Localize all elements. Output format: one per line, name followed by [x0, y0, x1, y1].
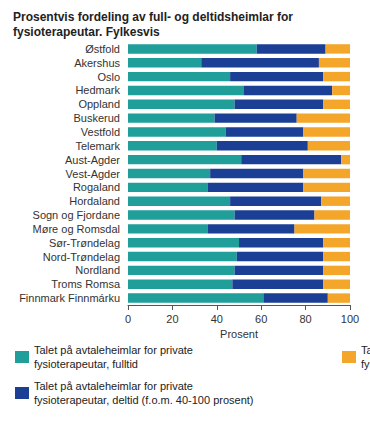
svg-text:Møre og Romsdal: Møre og Romsdal	[33, 223, 120, 235]
svg-text:fysioterapeutar, deltid (f.o.m: fysioterapeutar, deltid (f.o.m. 40-100 p…	[34, 394, 254, 406]
svg-text:Prosent: Prosent	[220, 328, 258, 340]
svg-text:Prosentvis fordeling av full-: Prosentvis fordeling av full- og deltids…	[13, 10, 296, 24]
svg-text:Nord-Trøndelag: Nord-Trøndelag	[43, 251, 120, 263]
svg-text:Oppland: Oppland	[78, 98, 120, 110]
svg-text:Hordaland: Hordaland	[69, 195, 120, 207]
svg-text:20: 20	[166, 313, 178, 325]
svg-text:Vest-Agder: Vest-Agder	[66, 168, 121, 180]
svg-text:Troms Romsa: Troms Romsa	[51, 278, 121, 290]
svg-text:Akershus: Akershus	[74, 57, 120, 69]
svg-text:Talet på avtaleheimlar for pri: Talet på avtaleheimlar for private	[34, 344, 196, 356]
svg-text:Aust-Agder: Aust-Agder	[65, 154, 120, 166]
svg-text:Talet på avtaleheimlar for pri: Talet på avtaleheimlar for private	[361, 344, 370, 356]
svg-text:Talet på avtaleheimlar for pri: Talet på avtaleheimlar for private	[34, 380, 196, 392]
svg-text:Nordland: Nordland	[75, 264, 120, 276]
svg-text:0: 0	[125, 313, 131, 325]
svg-text:Sogn og Fjordane: Sogn og Fjordane	[33, 209, 120, 221]
svg-text:Telemark: Telemark	[75, 140, 120, 152]
svg-text:fysioterapeutar, deltid (f.o.m: fysioterapeutar, deltid (f.o.m. 20-40 pr…	[361, 358, 370, 370]
svg-text:40: 40	[211, 313, 223, 325]
svg-text:Oslo: Oslo	[97, 71, 120, 83]
svg-text:100: 100	[341, 313, 359, 325]
svg-text:Rogaland: Rogaland	[73, 181, 120, 193]
svg-text:Hedmark: Hedmark	[75, 84, 120, 96]
svg-text:Sør-Trøndelag: Sør-Trøndelag	[49, 237, 120, 249]
svg-text:fysioterapeutar. Fylkesvis: fysioterapeutar. Fylkesvis	[13, 25, 160, 39]
svg-text:Finnmark Finnmárku: Finnmark Finnmárku	[19, 292, 120, 304]
svg-text:60: 60	[255, 313, 267, 325]
svg-text:fysioterapeutar, fulltid: fysioterapeutar, fulltid	[34, 358, 138, 370]
svg-text:Buskerud: Buskerud	[74, 112, 120, 124]
svg-text:Østfold: Østfold	[85, 43, 120, 55]
svg-text:80: 80	[299, 313, 311, 325]
svg-text:Vestfold: Vestfold	[81, 126, 120, 138]
